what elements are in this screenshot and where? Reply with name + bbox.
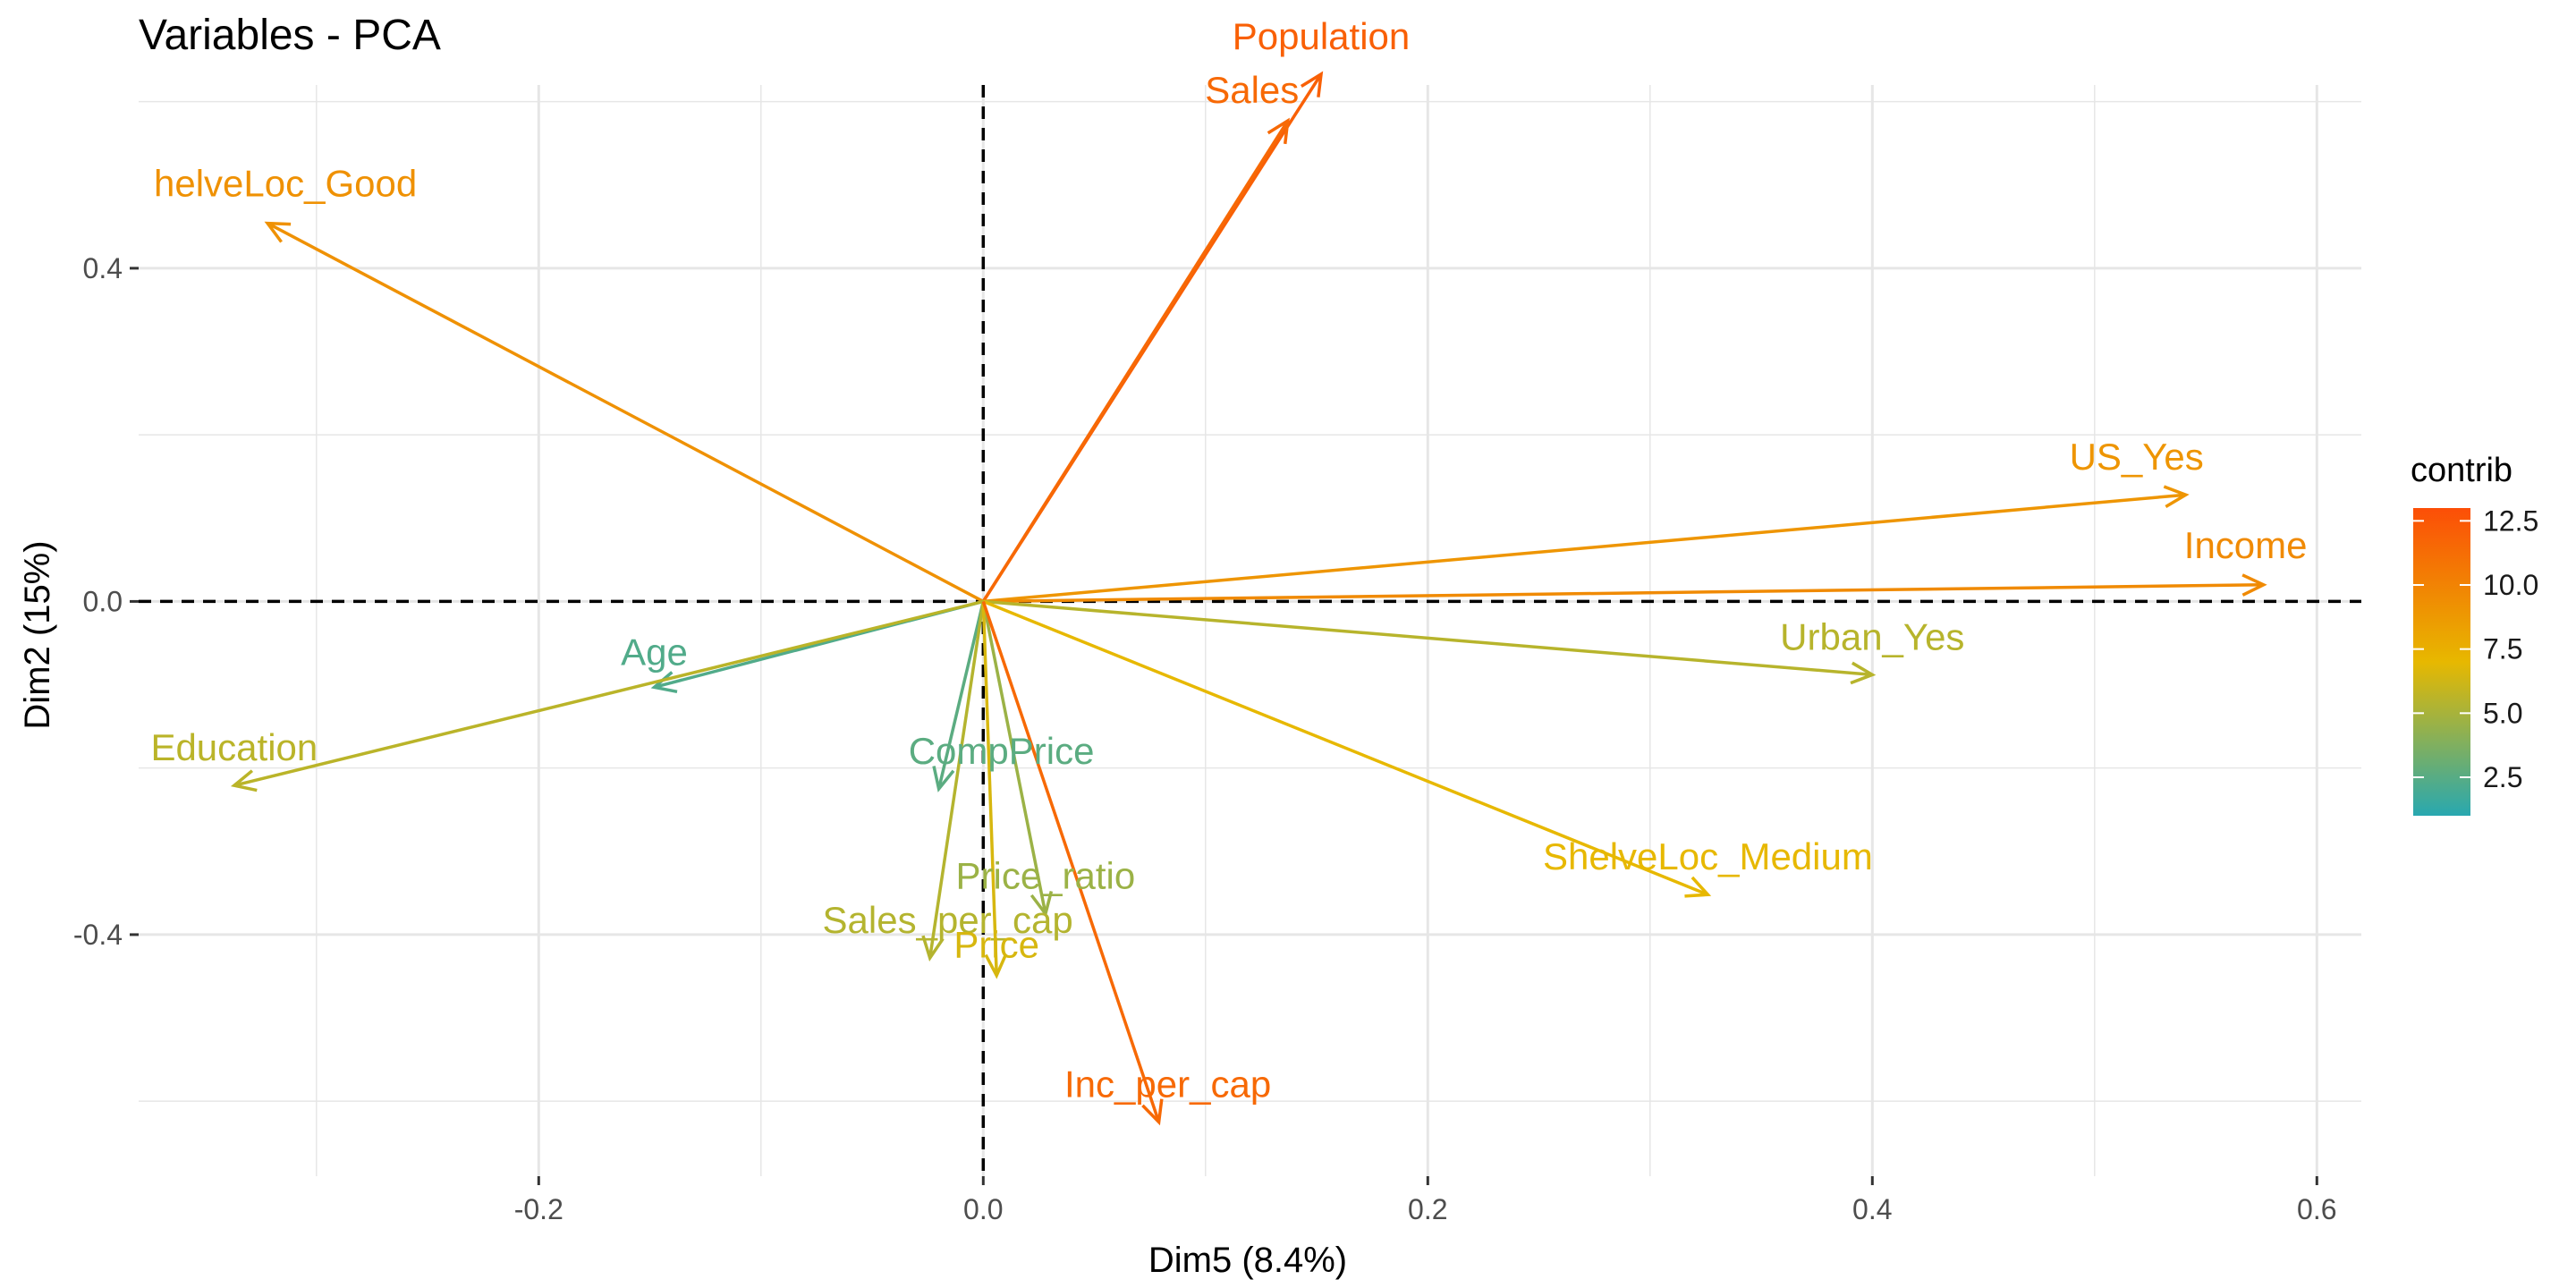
arrow-income (983, 573, 2267, 604)
contrib-legend: contrib 2.5 5.0 7.5 10.0 12.5 (2411, 452, 2538, 816)
arrow-inc-per-cap (981, 600, 1164, 1126)
arrow-shaft (981, 120, 1290, 603)
arrow-shaft (233, 599, 984, 787)
x-tick-label: 0.2 (1408, 1193, 1447, 1225)
arrow-us-yes (983, 485, 2190, 604)
x-tick-label: -0.2 (514, 1193, 564, 1225)
arrow-head (1850, 661, 1877, 685)
arrow-compprice (932, 601, 986, 792)
y-axis-title: Dim2 (15%) (18, 540, 57, 729)
arrow-shaft (928, 601, 986, 959)
variable-label: Age (621, 631, 688, 673)
legend-title: contrib (2411, 452, 2512, 489)
arrow-head (230, 769, 258, 792)
arrow-shaft (267, 222, 985, 603)
arrow-shaft (983, 583, 2264, 604)
arrow-head (2241, 573, 2267, 597)
arrow-shaft (983, 493, 2186, 604)
grid-lines (139, 85, 2361, 1176)
arrow-head (1300, 71, 1324, 97)
arrow-shaft (936, 601, 986, 790)
y-tick-label: -0.4 (73, 919, 123, 951)
arrow-shaft (983, 599, 1873, 677)
legend-tick-label: 10.0 (2483, 569, 2538, 601)
arrow-head (264, 221, 292, 243)
variable-labels: Population Sales helveLoc_Good US_Yes Income… (150, 15, 2307, 1106)
x-tick-label: 0.0 (963, 1193, 1003, 1225)
variable-label: ShelveLoc_Medium (1543, 835, 1873, 877)
legend-tick-label: 2.5 (2483, 761, 2522, 793)
legend-tick-label: 5.0 (2483, 697, 2522, 729)
reference-lines (139, 85, 2361, 1176)
arrow-sales-per-cap (921, 601, 986, 962)
variable-label: Price (953, 924, 1039, 966)
arrow-price (981, 601, 1008, 979)
arrow-price-ratio (981, 601, 1054, 918)
arrow-head (650, 671, 678, 694)
legend-tick-label: 7.5 (2483, 633, 2522, 665)
y-tick-label: 0.4 (83, 252, 123, 284)
x-tick-label: 0.4 (1852, 1193, 1892, 1225)
arrow-shelveloc-medium (982, 599, 1712, 898)
variable-label: Price_ratio (955, 855, 1135, 897)
variable-label: Education (150, 726, 318, 768)
arrow-head (1684, 876, 1712, 898)
variable-arrows (230, 71, 2267, 1126)
arrow-shaft (981, 601, 1047, 914)
variable-label: CompPrice (909, 730, 1095, 772)
chart-title: Variables - PCA (139, 12, 441, 59)
arrow-head (1267, 117, 1290, 145)
arrow-head (984, 953, 1008, 979)
arrow-head (921, 935, 945, 962)
x-axis-title: Dim5 (8.4%) (1148, 1241, 1347, 1280)
legend-ticks: 2.5 5.0 7.5 10.0 12.5 (2413, 504, 2538, 793)
variable-label: Sales (1205, 69, 1299, 111)
arrow-sales (981, 117, 1290, 603)
arrow-head (932, 766, 955, 792)
arrow-shaft (982, 599, 1709, 896)
variable-label: Population (1233, 15, 1411, 57)
variable-label: Income (2184, 524, 2308, 566)
arrow-head (1141, 1098, 1164, 1126)
variable-label: Inc_per_cap (1064, 1063, 1271, 1105)
axes: -0.2 0.0 0.2 0.4 0.6 -0.4 0.0 0.4 (73, 252, 2337, 1225)
arrow-helveloc-good (264, 221, 985, 603)
legend-color-bar (2413, 508, 2470, 816)
legend-tick-label: 12.5 (2483, 504, 2538, 537)
x-tick-label: 0.6 (2297, 1193, 2336, 1225)
variable-label: helveLoc_Good (154, 163, 417, 205)
variable-label: US_Yes (2070, 436, 2204, 478)
variable-label: Sales_per_cap (823, 899, 1073, 941)
arrow-head (1030, 891, 1054, 918)
y-tick-label: 0.0 (83, 585, 123, 617)
arrow-education (230, 599, 984, 792)
arrow-head (2163, 485, 2190, 509)
variable-label: Urban_Yes (1780, 615, 1964, 657)
arrow-shaft (981, 600, 1161, 1123)
arrow-shaft (981, 601, 998, 976)
arrow-urban-yes (983, 599, 1877, 685)
